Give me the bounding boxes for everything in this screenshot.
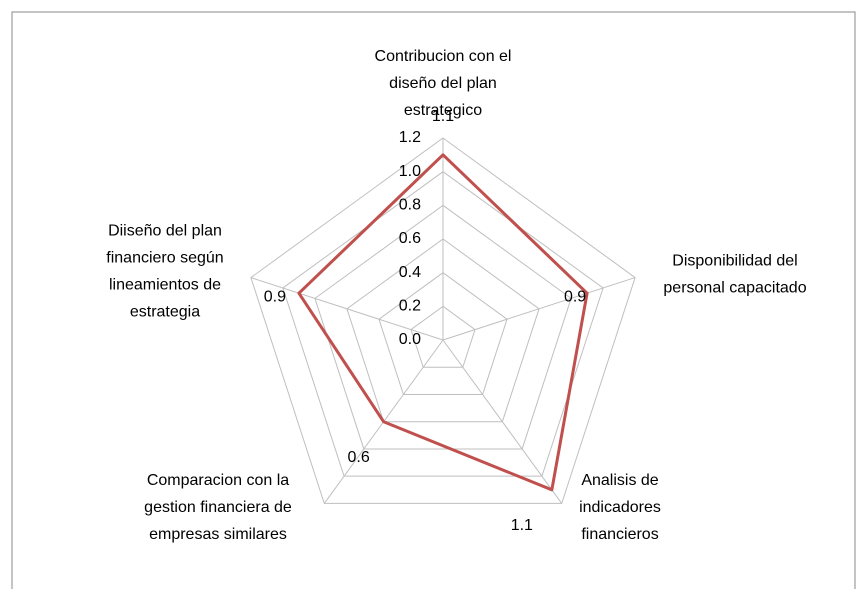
series-line xyxy=(297,153,589,492)
category-label: Analisis de indicadores financieros xyxy=(579,472,661,543)
data-label: 1.1 xyxy=(511,517,533,534)
grid-ring xyxy=(346,238,540,423)
tick-label: 0.4 xyxy=(399,264,421,281)
spoke xyxy=(442,277,636,341)
spoke xyxy=(250,277,444,341)
tick-label: 1.0 xyxy=(399,163,421,180)
data-label: 0.6 xyxy=(348,449,370,466)
chart-frame xyxy=(11,11,856,589)
category-label: Diiseño del plan financiero según lineamie… xyxy=(106,223,223,321)
data-label: 0.9 xyxy=(564,288,586,305)
tick-label: 0.0 xyxy=(399,331,421,348)
category-label: Contribucion con el diseño del plan estrat… xyxy=(375,48,512,119)
category-label: Disponibilidad del personal capacitado xyxy=(663,253,806,297)
grid-ring xyxy=(314,204,572,450)
grid-ring xyxy=(410,305,476,368)
tick-label: 0.8 xyxy=(399,197,421,214)
data-label: 1.1 xyxy=(432,108,454,125)
category-label: Comparacion con la gestion financiera de e… xyxy=(144,472,292,543)
grid-ring xyxy=(282,171,604,477)
data-label: 0.9 xyxy=(264,288,286,305)
spoke xyxy=(442,339,563,504)
grid-ring xyxy=(378,272,508,395)
grid-ring xyxy=(250,137,636,504)
tick-label: 1.2 xyxy=(399,129,421,146)
tick-label: 0.6 xyxy=(399,230,421,247)
tick-label: 0.2 xyxy=(399,298,421,315)
